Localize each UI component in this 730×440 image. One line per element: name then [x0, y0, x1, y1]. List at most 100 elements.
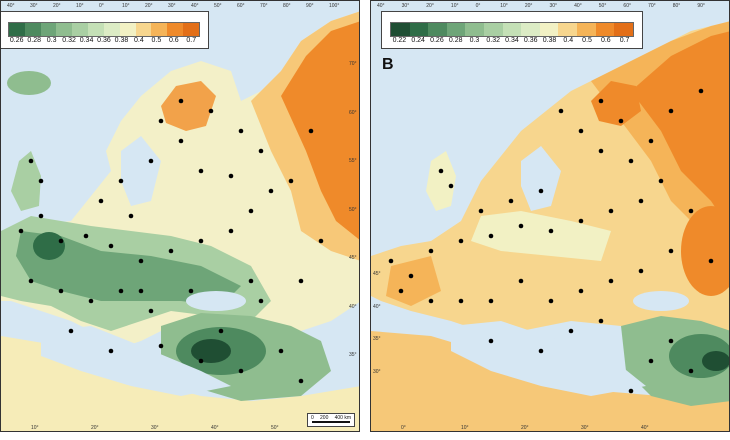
legend-swatch — [183, 23, 199, 36]
sample-point — [218, 328, 224, 334]
graticule-label: 30° — [549, 3, 558, 9]
legend-swatch — [428, 23, 447, 36]
sample-point — [438, 168, 444, 174]
sample-point — [38, 178, 44, 184]
graticule-label: 40° — [641, 425, 649, 431]
sample-point — [158, 343, 164, 349]
graticule-label: 40° — [191, 3, 199, 9]
legend-swatch — [595, 23, 615, 36]
sample-point — [608, 278, 614, 284]
sample-point — [558, 108, 564, 114]
legend-swatch — [72, 23, 89, 36]
sample-point — [58, 238, 64, 244]
graticule-label: 35° — [373, 336, 381, 342]
sample-point — [28, 158, 34, 164]
sample-point — [258, 148, 264, 154]
sample-point — [648, 358, 654, 364]
sample-point — [268, 188, 274, 194]
scale-label-0: 0 — [311, 415, 314, 421]
graticule-label: 50° — [214, 3, 222, 9]
graticule-label: 10° — [31, 425, 39, 431]
graticule-label: 50° — [598, 3, 607, 9]
sample-point — [578, 288, 584, 294]
sample-point — [488, 298, 494, 304]
sample-point — [118, 288, 124, 294]
graticule-label: 30° — [373, 368, 381, 375]
graticule-label: 10° — [76, 3, 84, 9]
sample-point — [158, 118, 164, 124]
legend-swatch — [577, 23, 596, 36]
sample-point — [288, 178, 294, 184]
sample-point — [708, 258, 714, 264]
sample-point — [198, 238, 204, 244]
legend-swatch — [539, 23, 559, 36]
deep-orange-zone — [631, 31, 729, 228]
sample-point — [428, 298, 434, 304]
graticule-label: 60° — [349, 109, 357, 116]
sample-point — [628, 388, 634, 394]
sample-point — [198, 358, 204, 364]
sample-point — [18, 228, 24, 234]
scale-label-400: 400 km — [334, 415, 351, 421]
sample-point — [668, 108, 674, 114]
graticule-label: 40° — [349, 303, 357, 310]
legend-swatch — [502, 23, 522, 36]
anatolia-hotspot — [191, 339, 231, 363]
baltic-sea — [521, 146, 561, 211]
graticule-label: 30° — [581, 425, 589, 431]
sample-point — [258, 298, 264, 304]
sample-point — [638, 268, 644, 274]
deep-orange-zone — [281, 21, 359, 240]
sample-point — [238, 128, 244, 134]
legend-tick-label: 0.38 — [114, 37, 129, 44]
sample-point — [538, 188, 544, 194]
legend-tick-label: 0.5 — [151, 37, 162, 44]
legend-swatch — [9, 23, 25, 36]
sample-point — [148, 158, 154, 164]
sample-point — [83, 233, 89, 239]
legend-b: 0.22 0.24 0.26 0.28 0.3 0.32 0.34 0.36 0.38 0.4 0.… — [381, 11, 643, 49]
map-panel-a: 0.26 0.28 0.3 0.32 0.34 0.36 0.38 0.4 0.5 0.6 0.7 … — [0, 0, 360, 432]
sample-point — [38, 213, 44, 219]
graticule-label: 0° — [475, 3, 481, 9]
legend-tick-label: 0.5 — [582, 37, 592, 44]
graticule-label: 45° — [349, 255, 357, 262]
sample-point — [178, 138, 184, 144]
legend-swatch — [103, 23, 120, 36]
legend-tick-label: 0.28 — [27, 37, 41, 44]
sample-point — [108, 243, 114, 249]
sample-point — [638, 198, 644, 204]
mediterranean-sea — [451, 321, 646, 396]
map-b-canvas — [371, 1, 729, 431]
graticule-label: 10° — [500, 3, 508, 9]
graticule-label: 20° — [53, 3, 61, 9]
sample-point — [88, 298, 94, 304]
graticule-label: 40° — [373, 303, 381, 310]
baltic-sea — [121, 136, 161, 206]
mediterranean-sea — [41, 326, 231, 396]
legend-swatch — [56, 23, 73, 36]
sample-point — [238, 368, 244, 374]
legend-swatch — [484, 23, 503, 36]
graticule-label: 70° — [260, 3, 268, 9]
legend-tick-label: 0.22 — [392, 37, 407, 44]
sample-point — [318, 238, 324, 244]
legend-tick-label: 0.36 — [97, 37, 111, 44]
legend-tick-label: 0.28 — [448, 37, 463, 44]
sample-point — [308, 128, 314, 134]
legend-tick-label: 0.7 — [186, 37, 197, 44]
anatolia-hotspot — [702, 351, 729, 371]
graticule-label: 50° — [349, 206, 357, 213]
graticule-label: 55° — [349, 158, 357, 165]
sample-point — [428, 248, 434, 254]
graticule-label: 70° — [349, 61, 357, 67]
graticule-label: 35° — [349, 352, 357, 359]
sample-point — [398, 288, 404, 294]
legend-swatch — [151, 23, 168, 36]
legend-tick-label: 0.24 — [411, 37, 425, 44]
british-isles — [11, 151, 41, 211]
sample-point — [548, 228, 554, 234]
legend-a-ticks: 0.26 0.28 0.3 0.32 0.34 0.36 0.38 0.4 0.5 0.6 0.7 — [8, 37, 200, 47]
legend-tick-label: 0.38 — [542, 37, 557, 44]
legend-swatch — [135, 23, 152, 36]
